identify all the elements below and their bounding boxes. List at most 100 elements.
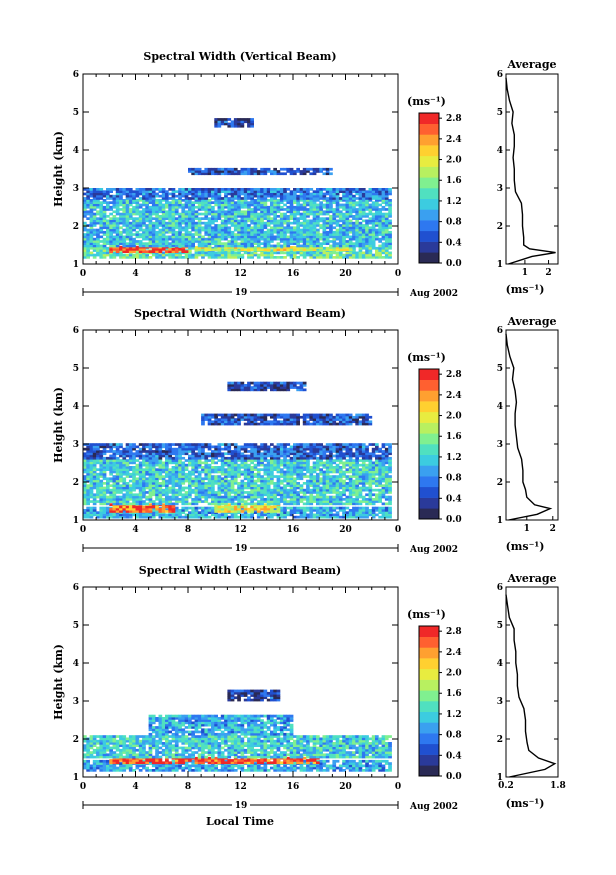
heatmap-cell <box>142 199 146 202</box>
heatmap-cell <box>378 230 382 234</box>
heatmap-cell <box>289 470 294 474</box>
heatmap-cell <box>125 233 130 236</box>
heatmap-cell <box>247 118 251 121</box>
heatmap-cell <box>316 217 320 220</box>
heatmap-cell <box>214 242 218 245</box>
heatmap-cell <box>289 463 294 467</box>
heatmap-cell <box>332 210 337 214</box>
heatmap-cell <box>86 500 90 503</box>
heatmap-cell <box>201 246 205 249</box>
heatmap-cell <box>335 235 340 239</box>
heatmap-cell <box>230 246 235 249</box>
heatmap-cell <box>92 513 97 517</box>
heatmap-cell <box>250 124 254 128</box>
heatmap-cell <box>293 221 297 225</box>
heatmap-cell <box>115 199 120 202</box>
heatmap-cell <box>197 491 202 494</box>
heatmap-cell <box>142 248 146 251</box>
heatmap-cell <box>201 199 205 202</box>
heatmap-cell <box>194 212 199 216</box>
heatmap-cell <box>253 230 258 234</box>
heatmap-cell <box>92 468 97 471</box>
heatmap-cell <box>181 486 186 490</box>
heatmap-cell <box>309 235 314 239</box>
heatmap-cell <box>329 253 333 257</box>
heatmap-cell <box>266 244 271 248</box>
heatmap-cell <box>270 495 274 499</box>
heatmap-cell <box>106 192 110 196</box>
heatmap-cell <box>335 233 340 236</box>
heatmap-cell <box>332 477 337 481</box>
heatmap-cell <box>325 192 330 196</box>
heatmap-cell <box>299 215 304 218</box>
heatmap-cell <box>289 493 294 497</box>
heatmap-cell <box>230 251 235 255</box>
heatmap-cell <box>270 513 274 517</box>
heatmap-cell <box>181 488 186 492</box>
heatmap-cell <box>220 201 225 204</box>
heatmap-cell <box>138 488 143 492</box>
heatmap-cell <box>316 482 320 485</box>
heatmap-cell <box>322 491 327 494</box>
heatmap-cell <box>214 246 218 249</box>
heatmap-cell <box>266 212 271 216</box>
heatmap-cell <box>316 230 320 234</box>
heatmap-cell <box>348 235 353 239</box>
heatmap-cell <box>220 468 225 471</box>
heatmap-cell <box>253 237 258 241</box>
heatmap-cell <box>312 477 317 481</box>
heatmap-cell <box>96 221 100 225</box>
heatmap-cell <box>279 479 284 483</box>
heatmap-cell <box>233 498 238 501</box>
heatmap-cell <box>250 495 254 499</box>
heatmap-cell <box>260 493 264 497</box>
heatmap-cell <box>122 205 127 209</box>
heatmap-cell <box>174 230 179 234</box>
heatmap-cell <box>279 172 284 176</box>
heatmap-cell <box>115 190 120 193</box>
heatmap-cell <box>365 197 369 200</box>
heatmap-cell <box>319 498 323 501</box>
heatmap-cell <box>233 122 238 126</box>
heatmap-cell <box>201 201 205 204</box>
heatmap-cell <box>237 199 241 202</box>
heatmap-cell <box>358 509 363 512</box>
heatmap-cell <box>322 246 327 250</box>
heatmap-cell <box>109 228 113 232</box>
heatmap-cell <box>306 470 310 474</box>
heatmap-cell <box>240 459 245 462</box>
heatmap-cell <box>316 190 320 193</box>
heatmap-cell <box>224 172 228 176</box>
heatmap-cell <box>145 461 149 465</box>
heatmap-cell <box>371 221 376 225</box>
heatmap-cell <box>151 228 156 232</box>
heatmap-cell <box>122 244 127 248</box>
heatmap-cell <box>345 197 350 200</box>
y-axis-label: Height (km) <box>52 131 65 207</box>
heatmap-cell <box>92 249 97 252</box>
heatmap-cell <box>92 463 97 467</box>
heatmap-cell <box>181 463 186 467</box>
heatmap-cell <box>270 199 274 202</box>
heatmap-cell <box>197 212 202 216</box>
heatmap-cell <box>217 230 222 234</box>
heatmap-cell <box>250 208 254 211</box>
heatmap-cell <box>184 253 189 257</box>
heatmap-cell <box>220 244 225 248</box>
heatmap-cell <box>191 515 195 519</box>
heatmap-cell <box>92 493 97 497</box>
heatmap-cell <box>279 228 284 232</box>
heatmap-cell <box>148 242 153 245</box>
heatmap-cell <box>325 219 330 223</box>
heatmap-cell <box>312 509 317 512</box>
heatmap-cell <box>306 230 310 234</box>
heatmap-cell <box>174 205 179 209</box>
heatmap-cell <box>102 506 107 510</box>
heatmap-cell <box>378 511 382 514</box>
heatmap-cell <box>89 201 94 204</box>
heatmap-cell <box>289 170 294 173</box>
heatmap-cell <box>361 219 366 223</box>
heatmap-cell <box>89 230 94 234</box>
heatmap-cell <box>256 246 261 249</box>
heatmap-cell <box>217 479 222 483</box>
